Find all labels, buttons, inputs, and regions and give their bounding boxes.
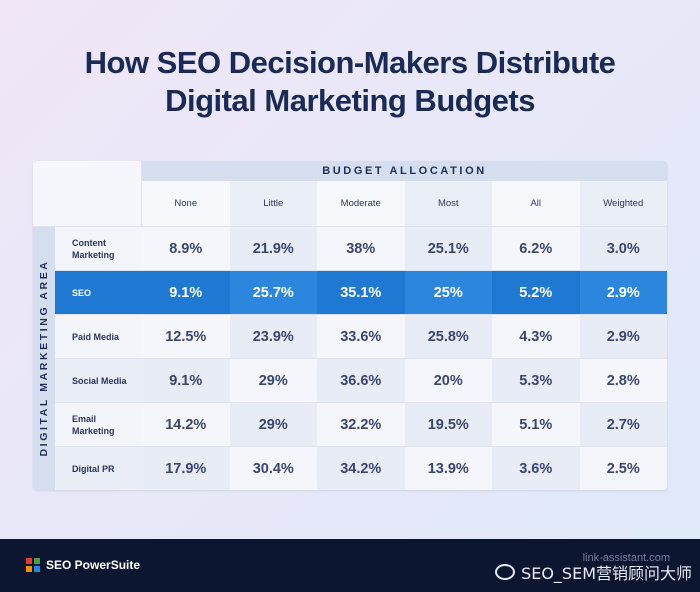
column-header-2: Moderate	[317, 181, 405, 227]
cell-r4-c5: 2.7%	[579, 403, 667, 447]
column-header-4: All	[492, 181, 580, 227]
cell-r4-c4: 5.1%	[492, 403, 580, 447]
cell-r1-c5: 2.9%	[579, 271, 667, 315]
cell-r4-c3: 19.5%	[404, 403, 492, 447]
cell-r5-c4: 3.6%	[492, 447, 580, 490]
brand-name: SEO PowerSuite	[46, 558, 141, 572]
cell-r2-c2: 33.6%	[317, 315, 405, 359]
watermark-text: SEO_SEM营销顾问大师	[521, 564, 692, 583]
row-label-1: SEO	[55, 271, 142, 315]
cell-r2-c4: 4.3%	[492, 315, 580, 359]
cell-r0-c1: 21.9%	[229, 227, 317, 271]
cell-r5-c5: 2.5%	[579, 447, 667, 490]
cell-r1-c4: 5.2%	[492, 271, 580, 315]
site-url[interactable]: link-assistant.com	[582, 552, 670, 564]
cell-r3-c0: 9.1%	[142, 359, 230, 403]
footer-bar: SEO PowerSuite link-assistant.com SEO_SE…	[0, 539, 700, 592]
cell-r3-c1: 29%	[229, 359, 317, 403]
cell-r3-c2: 36.6%	[317, 359, 405, 403]
cell-r3-c5: 2.8%	[579, 359, 667, 403]
column-header-3: Most	[404, 181, 492, 227]
page-title: How SEO Decision-Makers Distribute Digit…	[0, 44, 700, 120]
budget-allocation-header: BUDGET ALLOCATION	[142, 161, 667, 181]
area-band	[33, 227, 55, 490]
cell-r0-c2: 38%	[317, 227, 405, 271]
digital-marketing-area-label: DIGITAL MARKETING AREA	[38, 259, 50, 457]
column-header-0: None	[142, 181, 230, 227]
table-corner	[33, 161, 142, 227]
cell-r3-c3: 20%	[404, 359, 492, 403]
cell-r1-c1: 25.7%	[229, 271, 317, 315]
cell-r5-c3: 13.9%	[404, 447, 492, 490]
cell-r4-c1: 29%	[229, 403, 317, 447]
weibo-icon	[495, 564, 516, 580]
cell-r5-c2: 34.2%	[317, 447, 405, 490]
cell-r2-c1: 23.9%	[229, 315, 317, 359]
row-label-0: Content Marketing	[55, 227, 142, 271]
row-label-2: Paid Media	[55, 315, 142, 359]
row-label-3: Social Media	[55, 359, 142, 403]
cell-r1-c3: 25%	[404, 271, 492, 315]
cell-r2-c3: 25.8%	[404, 315, 492, 359]
cell-r4-c0: 14.2%	[142, 403, 230, 447]
watermark: SEO_SEM营销顾问大师	[495, 560, 692, 584]
cell-r2-c0: 12.5%	[142, 315, 230, 359]
cell-r0-c5: 3.0%	[579, 227, 667, 271]
cell-r5-c0: 17.9%	[142, 447, 230, 490]
title-line-1: How SEO Decision-Makers Distribute	[84, 45, 616, 80]
brand[interactable]: SEO PowerSuite	[26, 558, 140, 572]
cell-r0-c4: 6.2%	[492, 227, 580, 271]
cell-r3-c4: 5.3%	[492, 359, 580, 403]
cell-r0-c0: 8.9%	[142, 227, 230, 271]
row-label-4: Email Marketing	[55, 403, 142, 447]
powersuite-logo-icon	[26, 558, 40, 572]
cell-r1-c0: 9.1%	[142, 271, 230, 315]
cell-r1-c2: 35.1%	[317, 271, 405, 315]
row-label-5: Digital PR	[55, 447, 142, 490]
column-header-1: Little	[229, 181, 317, 227]
cell-r5-c1: 30.4%	[229, 447, 317, 490]
title-line-2: Digital Marketing Budgets	[165, 83, 535, 118]
cell-r0-c3: 25.1%	[404, 227, 492, 271]
column-header-5: Weighted	[579, 181, 667, 227]
cell-r2-c5: 2.9%	[579, 315, 667, 359]
budget-table: BUDGET ALLOCATION DIGITAL MARKETING AREA…	[33, 161, 667, 490]
cell-r4-c2: 32.2%	[317, 403, 405, 447]
